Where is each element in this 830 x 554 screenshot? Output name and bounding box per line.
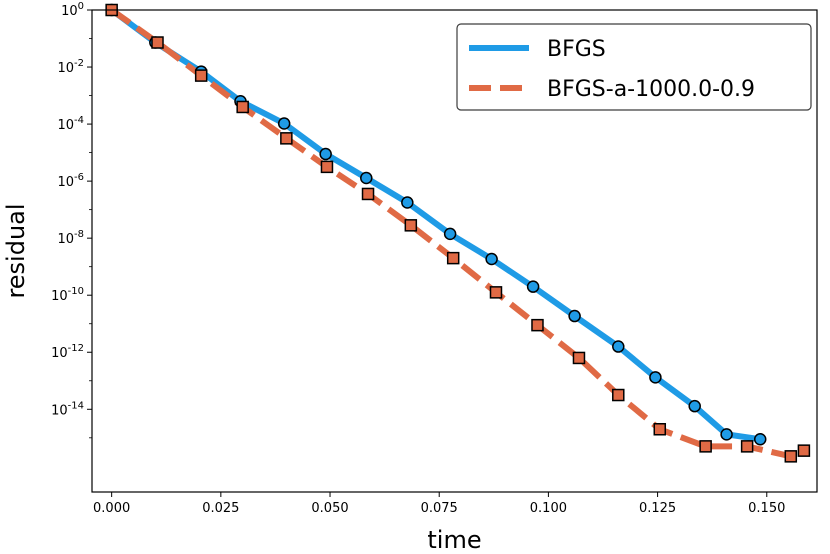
y-tick-label: 10-6: [57, 172, 84, 190]
series-2-point: [740, 440, 754, 453]
series-2-point: [236, 100, 249, 114]
series-2-point: [784, 450, 798, 463]
legend: BFGS BFGS-a-1000.0-0.9: [456, 23, 812, 111]
y-tick-label: 10-2: [57, 58, 84, 76]
plot-marks: [105, 3, 811, 463]
series-2-point: [797, 444, 811, 457]
series-markers: [105, 3, 811, 463]
series-1-point: [649, 371, 662, 384]
series-line-2: [109, 10, 806, 460]
series-2-point: [572, 351, 586, 365]
series-1-point: [612, 340, 625, 353]
series-1-point: [753, 432, 767, 446]
x-axis-label: time: [427, 526, 481, 554]
series-2-point: [320, 160, 334, 174]
legend-label-2: BFGS-a-1000.0-0.9: [547, 77, 755, 102]
x-tick-label: 0.100: [530, 501, 567, 516]
series-2-point: [361, 187, 375, 201]
series-1-point: [720, 428, 733, 441]
series-2-point: [194, 69, 208, 82]
axes: 0.000 0.025 0.050 0.075 0.100 0.125 0.150 100 10…: [51, 1, 818, 516]
legend-box: [456, 23, 812, 111]
y-axis-label: residual: [2, 203, 30, 298]
series-2-point: [404, 219, 418, 232]
y-tick-label: 10-4: [57, 115, 84, 133]
x-tick-label: 0.025: [202, 501, 239, 516]
series-1-point: [485, 252, 498, 266]
y-tick-label: 10-10: [51, 286, 84, 304]
legend-label-1: BFGS: [547, 37, 606, 62]
series-1-point: [688, 399, 701, 413]
series-2-point: [280, 132, 293, 145]
x-tick-label: 0.150: [748, 501, 785, 516]
x-tick-label: 0.050: [311, 501, 348, 516]
y-tick-label: 10-12: [51, 343, 84, 361]
series-1-point: [401, 196, 414, 209]
series-1-point: [568, 309, 581, 323]
series-2-point: [699, 440, 712, 453]
series-2-point: [489, 286, 503, 299]
series-2-point: [151, 36, 164, 49]
x-tick-label: 0.000: [93, 501, 130, 516]
series-1-point: [526, 280, 540, 293]
series-2-point: [531, 318, 544, 332]
y-tick-label: 10-14: [51, 400, 84, 418]
x-tick-label: 0.125: [639, 501, 676, 516]
x-tick-label: 0.075: [421, 501, 458, 516]
series-1-point: [277, 117, 291, 130]
y-tick-label: 10-8: [57, 229, 84, 247]
series-1-point: [319, 147, 332, 161]
series-2-point: [653, 423, 667, 436]
series-1-point: [360, 171, 373, 185]
plot-frame: [91, 9, 818, 493]
series-1-point: [443, 227, 457, 241]
series-2-point: [612, 388, 625, 402]
series-2-point: [446, 251, 460, 265]
y-tick-label: 100: [61, 1, 84, 19]
